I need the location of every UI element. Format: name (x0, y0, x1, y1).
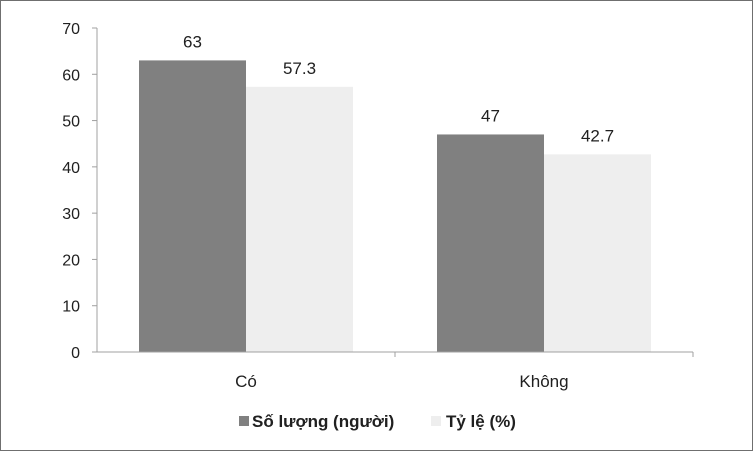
x-category-label: Không (519, 372, 568, 391)
x-category-label: Có (235, 372, 257, 391)
y-tick-label: 40 (62, 160, 80, 177)
legend-label: Số lượng (người) (252, 412, 394, 431)
legend-swatch (239, 416, 249, 426)
bar-so-luong-khong (437, 134, 544, 352)
y-tick-label: 10 (62, 299, 80, 316)
legend-label: Tỷ lệ (%) (446, 412, 516, 431)
data-label: 42.7 (581, 126, 614, 145)
legend-swatch (431, 416, 441, 426)
bar-ty-le-khong (544, 154, 651, 352)
y-tick-label: 70 (62, 21, 80, 38)
y-tick-label: 20 (62, 252, 80, 269)
bar-ty-le-co (246, 86, 353, 352)
y-tick-label: 60 (62, 67, 80, 84)
data-label: 57.3 (283, 59, 316, 78)
data-label: 47 (481, 106, 500, 125)
data-label: 63 (183, 32, 202, 51)
y-tick-label: 30 (62, 206, 80, 223)
y-tick-label: 0 (71, 345, 80, 362)
y-tick-label: 50 (62, 114, 80, 131)
bar-so-luong-co (139, 60, 246, 353)
